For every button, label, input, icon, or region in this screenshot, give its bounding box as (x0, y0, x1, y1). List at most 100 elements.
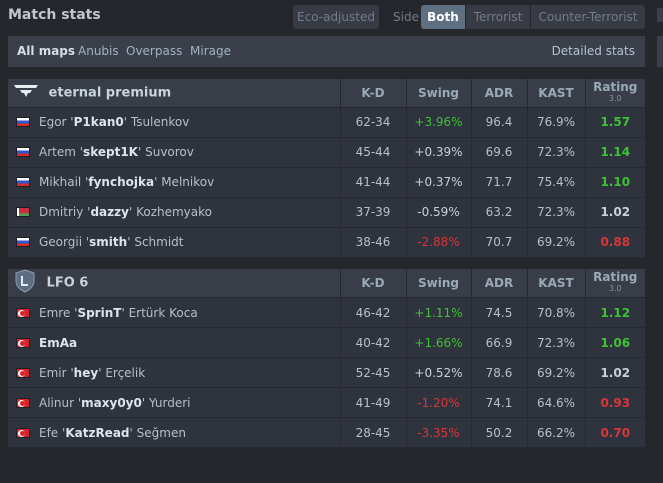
player-link[interactable]: Georgii 'smith' Schmidt (39, 235, 184, 249)
detailed-stats-link[interactable]: Detailed stats (551, 44, 635, 58)
adr-column-header[interactable]: ADR (470, 269, 527, 298)
adr-value: 71.7 (470, 167, 527, 198)
player-cell: Mikhail 'fynchojka' Melnikov (8, 167, 340, 198)
player-last-name: Schmidt (134, 235, 184, 249)
player-nickname: smith (89, 235, 128, 249)
kd-column-header[interactable]: K-D (339, 269, 406, 298)
rating-column-header[interactable]: Rating 3.0 (584, 79, 645, 108)
side-counter-terrorist-button[interactable]: Counter-Terrorist (531, 5, 645, 29)
swing-value: -2.88% (405, 227, 471, 258)
match-stats-header: Match stats Eco-adjusted Side Both Terro… (0, 0, 663, 34)
scrollbar-edge (657, 8, 663, 22)
player-cell: Emre 'SprinT' Ertürk Koca (8, 297, 340, 328)
eco-adjusted-toggle[interactable]: Eco-adjusted (293, 5, 379, 29)
player-cell: Georgii 'smith' Schmidt (8, 227, 340, 258)
rating-version: 3.0 (608, 93, 622, 103)
player-last-name: Tsulenkov (130, 115, 190, 129)
kast-value: 66.2% (526, 417, 585, 448)
kd-column-header[interactable]: K-D (339, 79, 406, 108)
swing-value: +0.52% (405, 357, 471, 388)
kd-value: 28-45 (339, 417, 406, 448)
kast-column-header[interactable]: KAST (526, 79, 585, 108)
kast-value: 76.9% (526, 107, 585, 138)
player-first-name: Artem (39, 145, 76, 159)
player-link[interactable]: Alinur 'maxy0y0' Yurderi (39, 395, 191, 410)
player-link[interactable]: Emir 'hey' Erçelik (39, 365, 146, 380)
player-link[interactable]: Artem 'skept1K' Suvorov (39, 145, 194, 159)
rating-value: 1.12 (584, 297, 645, 328)
rating-value: 1.10 (584, 167, 645, 198)
rating-value: 0.88 (584, 227, 645, 258)
rating-value: 0.93 (584, 387, 645, 418)
map-tab-overpass[interactable]: Overpass (126, 44, 183, 58)
kast-column-header[interactable]: KAST (526, 269, 585, 298)
player-nickname: P1kan0 (73, 115, 124, 129)
map-tab-all[interactable]: All maps (17, 44, 76, 58)
kd-value: 40-42 (339, 327, 406, 358)
player-first-name: Alinur (39, 395, 75, 410)
flag-icon (16, 237, 30, 247)
swing-value: +0.39% (405, 137, 471, 168)
player-first-name: Dmitriy (39, 205, 84, 219)
player-link[interactable]: EmAa (39, 336, 77, 350)
flag-icon (16, 207, 30, 217)
section-title: Match stats (8, 7, 101, 23)
player-link[interactable]: Emre 'SprinT' Ertürk Koca (39, 305, 198, 320)
player-row: Dmitriy 'dazzy' Kozhemyako 37-39 -0.59% 63.… (8, 197, 645, 228)
player-last-name: Kozhemyako (136, 205, 212, 219)
side-terrorist-button[interactable]: Terrorist (466, 5, 530, 29)
player-link[interactable]: Egor 'P1kan0' Tsulenkov (39, 115, 190, 129)
team-header[interactable]: LFO 6 (8, 269, 340, 298)
player-row: Emir 'hey' Erçelik 52-45 +0.52% 78.6 69.2% 1.… (8, 357, 645, 388)
table-header-row: eternal premium K-D Swing ADR KAST Ratin… (8, 79, 645, 108)
rating-label: Rating (593, 270, 638, 284)
kast-value: 69.2% (526, 357, 585, 388)
rating-value: 1.06 (584, 327, 645, 358)
rating-column-header[interactable]: Rating 3.0 (584, 269, 645, 298)
player-first-name: Efe (39, 425, 59, 440)
adr-column-header[interactable]: ADR (470, 79, 527, 108)
player-row: Artem 'skept1K' Suvorov 45-44 +0.39% 69.6 72… (8, 137, 645, 168)
rating-value: 1.57 (584, 107, 645, 138)
rating-version: 3.0 (608, 284, 622, 293)
player-cell: Emir 'hey' Erçelik (8, 357, 340, 388)
kast-value: 72.3% (526, 197, 585, 228)
swing-value: +1.66% (405, 327, 471, 358)
swing-column-header[interactable]: Swing (405, 79, 471, 108)
player-link[interactable]: Efe 'KatzRead' Seğmen (39, 425, 186, 440)
adr-value: 96.4 (470, 107, 527, 138)
kast-value: 72.3% (526, 327, 585, 358)
player-last-name: Yurderi (148, 395, 191, 410)
kast-value: 72.3% (526, 137, 585, 168)
player-row: Efe 'KatzRead' Seğmen 28-45 -3.35% 50.2 66.2… (8, 417, 645, 448)
team-name: LFO 6 (46, 275, 89, 291)
rating-label: Rating (593, 79, 638, 94)
adr-value: 70.7 (470, 227, 527, 258)
team-header[interactable]: eternal premium (8, 79, 340, 108)
player-link[interactable]: Mikhail 'fynchojka' Melnikov (39, 175, 215, 189)
player-first-name: Egor (39, 115, 67, 129)
player-last-name: Erçelik (105, 365, 146, 380)
kd-value: 37-39 (339, 197, 406, 228)
rating-value: 1.02 (584, 357, 645, 388)
swing-value: +1.11% (405, 297, 471, 328)
side-both-button[interactable]: Both (421, 5, 465, 29)
player-link[interactable]: Dmitriy 'dazzy' Kozhemyako (39, 205, 212, 219)
map-tab-mirage[interactable]: Mirage (190, 44, 231, 58)
flag-icon (16, 177, 30, 187)
kd-value: 45-44 (339, 137, 406, 168)
map-tab-anubis[interactable]: Anubis (78, 44, 119, 58)
player-nickname: fynchojka (88, 175, 155, 189)
eternal-premium-logo (14, 84, 38, 102)
kd-value: 62-34 (339, 107, 406, 138)
adr-value: 74.1 (470, 387, 527, 418)
player-nickname: skept1K (83, 145, 138, 159)
player-nickname: maxy0y0 (81, 395, 142, 410)
kd-value: 41-44 (339, 167, 406, 198)
kd-value: 41-49 (339, 387, 406, 418)
swing-column-header[interactable]: Swing (405, 269, 471, 298)
adr-value: 74.5 (470, 297, 527, 328)
player-cell: Alinur 'maxy0y0' Yurderi (8, 387, 340, 418)
player-first-name: Georgii (39, 235, 83, 249)
player-cell: Dmitriy 'dazzy' Kozhemyako (8, 197, 340, 228)
